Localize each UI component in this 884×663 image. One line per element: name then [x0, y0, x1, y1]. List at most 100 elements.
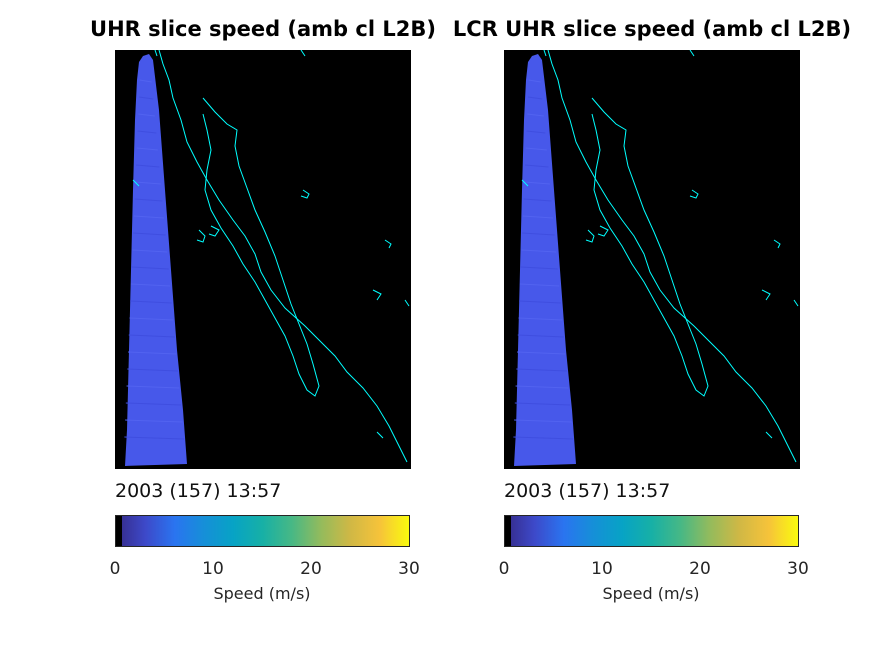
swath-texture-line: [139, 79, 152, 83]
panel-2-swath: [513, 54, 576, 466]
coastline-segment: [543, 50, 547, 57]
coastline-segment: [158, 50, 408, 463]
colorbar-gradient-fill: [505, 516, 798, 546]
coastline-segment: [384, 239, 392, 249]
coastline-segment: [300, 50, 306, 57]
panel-2-colorbar-gradient: [505, 516, 798, 546]
panel-2-colorbar-label: Speed (m/s): [602, 584, 700, 603]
swath-texture-line: [523, 198, 552, 202]
coastline-segment: [765, 431, 773, 439]
coastline-segment: [132, 179, 140, 187]
panel-2-colorbar-tick: 20: [689, 559, 711, 579]
coastline-segment: [404, 299, 410, 307]
coastline-segment: [208, 225, 220, 237]
coastline-segment: [591, 97, 709, 397]
swath-texture-line: [137, 130, 157, 134]
panel-1-colorbar-label: Speed (m/s): [213, 584, 311, 603]
panel-1-coastline: [132, 50, 410, 463]
panel-2-map: [504, 50, 800, 469]
swath-texture-line: [126, 385, 180, 389]
wind-speed-swath: [125, 54, 187, 466]
swath-texture-line: [513, 436, 574, 440]
swath-texture-line: [528, 79, 541, 83]
panel-1-colorbar-gradient: [116, 516, 409, 546]
swath-texture-line: [517, 334, 564, 338]
panel-2-colorbar: [504, 515, 799, 547]
panel-1-map-plot: [115, 50, 411, 469]
swath-texture-line: [129, 317, 174, 321]
coastline-segment: [793, 299, 799, 307]
swath-texture-line: [125, 402, 182, 406]
swath-texture-line: [525, 164, 549, 168]
panel-2-map-plot: [504, 50, 800, 469]
swath-texture-line: [522, 215, 554, 219]
coastline-segment: [154, 50, 158, 57]
swath-texture-line: [136, 164, 160, 168]
panel-1-swath: [124, 54, 187, 466]
swath-texture-line: [125, 419, 183, 423]
panel-1-colorbar-tick: 0: [109, 559, 121, 579]
panel-1-colorbar-tick: 10: [202, 559, 224, 579]
panel-2-colorbar-tick: 0: [498, 559, 510, 579]
coastline-segment: [372, 289, 382, 301]
swath-texture-line: [124, 436, 185, 440]
coastline-segment: [202, 97, 320, 397]
coastline-segment: [196, 229, 206, 243]
swath-texture-line: [130, 283, 171, 287]
swath-texture-line: [515, 385, 569, 389]
panel-2-coastline: [521, 50, 799, 463]
coastline-segment: [761, 289, 771, 301]
swath-texture-line: [138, 96, 154, 100]
colorbar-no-data-segment: [505, 516, 511, 546]
coastline-segment: [689, 50, 695, 57]
colorbar-gradient-fill: [116, 516, 409, 546]
coastline-segment: [689, 189, 699, 199]
colorbar-no-data-segment: [116, 516, 122, 546]
swath-texture-line: [128, 334, 175, 338]
swath-texture-line: [133, 232, 166, 236]
coastline-segment: [773, 239, 781, 249]
panel-1-colorbar-tick: 20: [300, 559, 322, 579]
swath-texture-line: [514, 402, 571, 406]
coastline-segment: [521, 179, 529, 187]
panel-1-timestamp: 2003 (157) 13:57: [115, 480, 282, 502]
wind-speed-swath: [514, 54, 576, 466]
panel-2-timestamp: 2003 (157) 13:57: [504, 480, 671, 502]
coastline-segment: [300, 189, 310, 199]
swath-texture-line: [136, 147, 158, 151]
swath-texture-line: [527, 96, 543, 100]
swath-texture-line: [133, 215, 165, 219]
swath-texture-line: [527, 113, 544, 117]
panel-1-map: [115, 50, 411, 469]
swath-texture-line: [519, 300, 561, 304]
swath-texture-line: [134, 198, 163, 202]
swath-texture-line: [520, 266, 558, 270]
panel-1-title: UHR slice speed (amb cl L2B): [90, 17, 436, 41]
swath-texture-line: [138, 113, 155, 117]
swath-texture-line: [524, 181, 551, 185]
swath-texture-line: [518, 317, 563, 321]
panel-1-colorbar: [115, 515, 410, 547]
coastline-segment: [597, 225, 609, 237]
swath-texture-line: [127, 368, 178, 372]
swath-texture-line: [522, 232, 555, 236]
swath-texture-line: [135, 181, 162, 185]
swath-texture-line: [132, 249, 168, 253]
swath-texture-line: [128, 351, 177, 355]
swath-texture-line: [525, 147, 547, 151]
panel-1-colorbar-tick: 30: [398, 559, 420, 579]
swath-texture-line: [517, 351, 566, 355]
panel-2-colorbar-tick: 10: [591, 559, 613, 579]
panel-2-title: LCR UHR slice speed (amb cl L2B): [452, 17, 852, 41]
swath-texture-line: [521, 249, 557, 253]
swath-texture-line: [130, 300, 172, 304]
swath-texture-line: [526, 130, 546, 134]
coastline-segment: [585, 229, 595, 243]
panel-2-colorbar-tick: 30: [787, 559, 809, 579]
swath-texture-line: [514, 419, 572, 423]
coastline-segment: [376, 431, 384, 439]
coastline-segment: [547, 50, 797, 463]
swath-texture-line: [519, 283, 560, 287]
swath-texture-line: [516, 368, 567, 372]
swath-texture-line: [131, 266, 169, 270]
